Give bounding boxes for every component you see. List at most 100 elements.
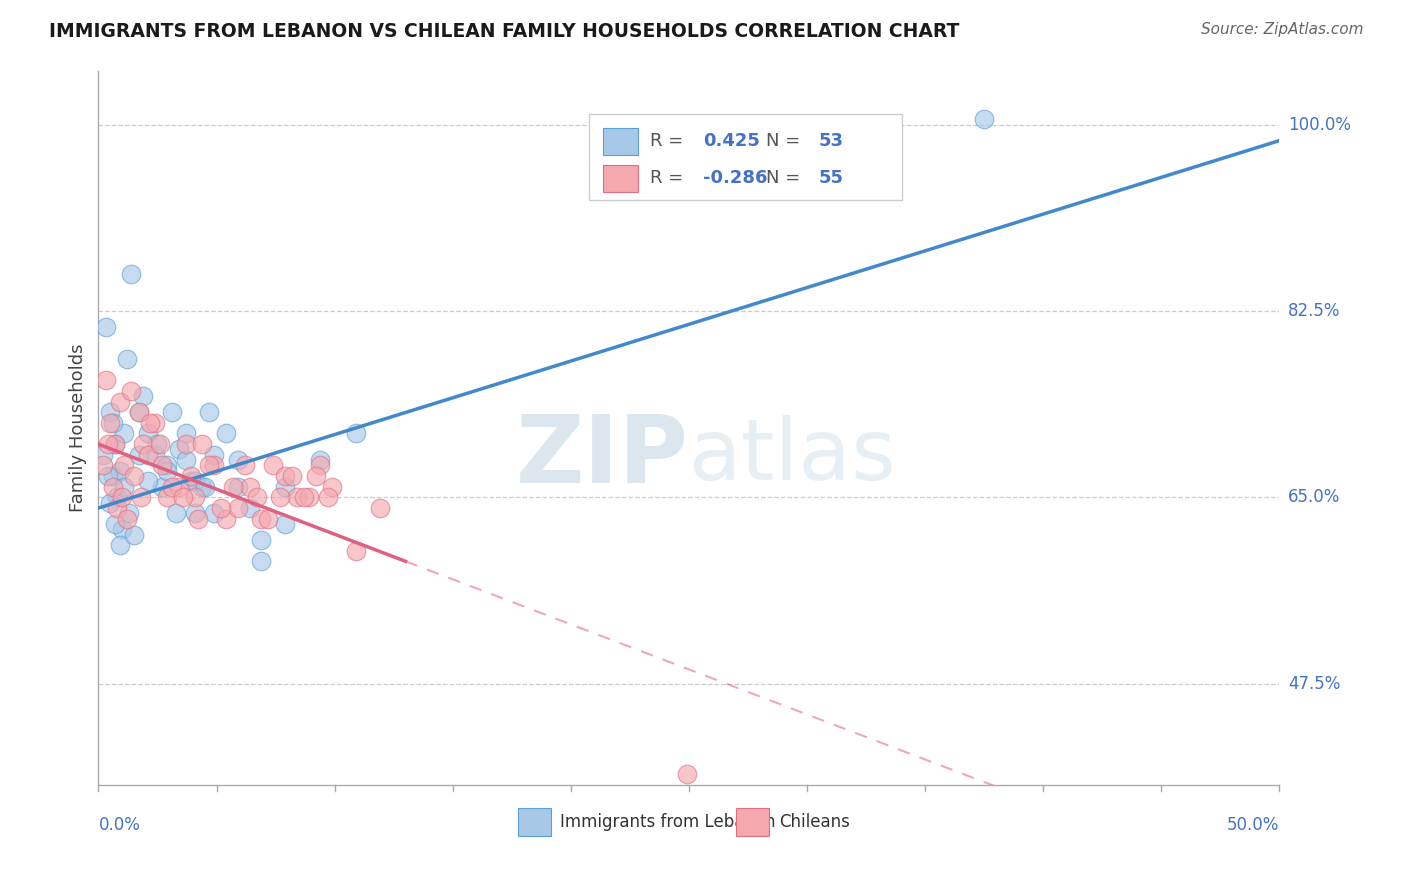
Point: [105, 501, 128, 516]
Point: [136, 475, 159, 489]
Point: [143, 448, 166, 462]
Point: [202, 458, 225, 473]
Point: [108, 394, 131, 409]
Point: [104, 516, 127, 531]
Point: [239, 501, 262, 516]
Point: [298, 491, 321, 505]
FancyBboxPatch shape: [589, 114, 901, 200]
Bar: [603, 128, 638, 155]
Point: [132, 389, 155, 403]
Text: N =: N =: [766, 132, 806, 150]
Point: [262, 458, 284, 473]
Point: [111, 491, 134, 505]
Text: 65.0%: 65.0%: [1288, 489, 1340, 507]
Point: [239, 480, 262, 494]
Point: [98, 496, 121, 510]
Point: [122, 527, 145, 541]
Point: [150, 480, 173, 494]
Text: N =: N =: [766, 169, 806, 187]
Y-axis label: Family Households: Family Households: [69, 344, 87, 512]
Point: [215, 426, 238, 441]
Point: [187, 511, 209, 525]
Point: [105, 491, 128, 505]
Point: [316, 491, 339, 505]
Point: [156, 464, 179, 478]
Point: [174, 426, 197, 441]
Point: [184, 507, 207, 521]
Point: [115, 351, 138, 366]
Point: [198, 458, 221, 473]
Text: 50.0%: 50.0%: [1227, 815, 1279, 833]
Point: [112, 426, 135, 441]
Point: [167, 442, 190, 457]
Point: [226, 453, 249, 467]
Point: [305, 469, 328, 483]
Point: [174, 437, 197, 451]
Point: [112, 480, 135, 494]
Text: -0.286: -0.286: [703, 169, 768, 187]
Bar: [517, 808, 551, 837]
Point: [184, 475, 207, 489]
Point: [209, 501, 232, 516]
Text: Source: ZipAtlas.com: Source: ZipAtlas.com: [1201, 22, 1364, 37]
Point: [122, 469, 145, 483]
Point: [202, 507, 225, 521]
Point: [233, 458, 256, 473]
Point: [285, 491, 308, 505]
Point: [973, 112, 995, 127]
Text: 82.5%: 82.5%: [1288, 302, 1340, 320]
Point: [118, 507, 141, 521]
Point: [108, 538, 131, 552]
Point: [121, 384, 143, 398]
Point: [226, 501, 249, 516]
Point: [132, 437, 155, 451]
Point: [292, 491, 315, 505]
Point: [104, 437, 127, 451]
Point: [128, 405, 150, 419]
Point: [368, 501, 391, 516]
Point: [136, 448, 159, 462]
Point: [246, 491, 269, 505]
Point: [129, 491, 152, 505]
Point: [128, 448, 150, 462]
Point: [91, 448, 114, 462]
Text: ZIP: ZIP: [516, 410, 689, 503]
Point: [111, 522, 134, 536]
Point: [215, 511, 238, 525]
Point: [281, 469, 304, 483]
Point: [97, 469, 120, 483]
Point: [222, 480, 245, 494]
Point: [274, 480, 297, 494]
Text: 55: 55: [818, 169, 844, 187]
Text: 47.5%: 47.5%: [1288, 674, 1340, 693]
Point: [112, 458, 135, 473]
Point: [344, 426, 367, 441]
Point: [198, 405, 221, 419]
Point: [156, 491, 179, 505]
Point: [309, 458, 332, 473]
Point: [184, 491, 207, 505]
Point: [139, 416, 162, 430]
Point: [344, 543, 367, 558]
Point: [180, 475, 202, 489]
Point: [202, 448, 225, 462]
Text: 53: 53: [818, 132, 844, 150]
Point: [94, 320, 117, 334]
Point: [309, 453, 332, 467]
Bar: [737, 808, 769, 837]
Point: [274, 516, 297, 531]
Point: [121, 267, 143, 281]
Point: [156, 458, 179, 473]
Point: [167, 480, 190, 494]
Point: [250, 511, 273, 525]
Point: [191, 437, 214, 451]
Point: [101, 469, 124, 483]
Point: [269, 491, 291, 505]
Point: [91, 458, 114, 473]
Point: [165, 507, 187, 521]
Point: [180, 469, 202, 483]
Point: [94, 373, 117, 387]
Text: R =: R =: [650, 169, 689, 187]
Text: 0.425: 0.425: [703, 132, 761, 150]
Point: [191, 480, 214, 494]
